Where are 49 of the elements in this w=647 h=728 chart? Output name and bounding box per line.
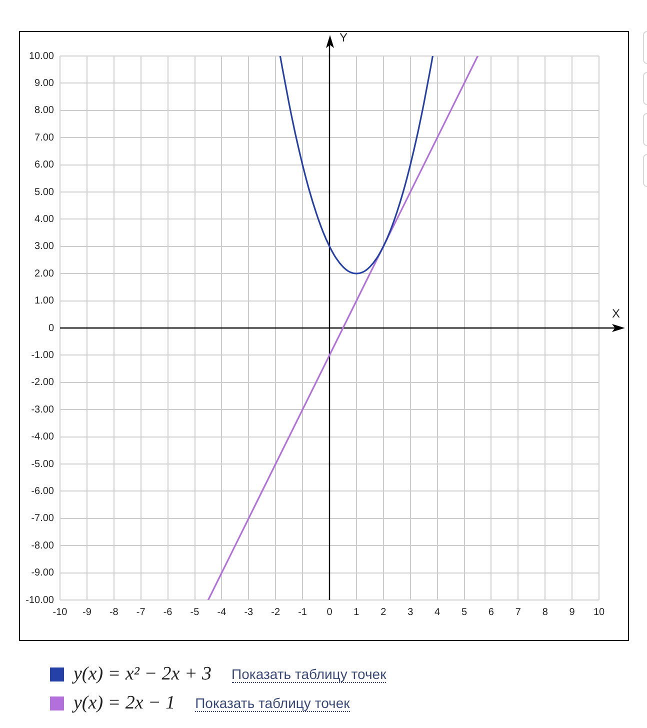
y-tick-label: 1.00 <box>34 296 54 307</box>
x-tick-label: -7 <box>136 606 146 618</box>
x-tick-label: 1 <box>354 606 360 618</box>
text: Показать таблицу точек <box>195 694 350 712</box>
y-tick-label: -10.00 <box>26 594 54 606</box>
x-tick-label: 6 <box>488 606 494 618</box>
legend-label: y(x) = 2x − 1 <box>72 692 176 714</box>
x-tick-label: -2 <box>271 606 280 618</box>
y-tick-label: -1.00 <box>31 350 54 361</box>
y-tick-label: 3.00 <box>34 241 54 252</box>
y-tick-label: 6.00 <box>34 160 54 171</box>
x-tick-label: 10 <box>593 606 605 618</box>
x-tick-label: 5 <box>461 606 468 618</box>
y-tick-label: 5.00 <box>34 186 54 198</box>
legend-label: y(x) = x² − 2x + 3 <box>72 664 212 684</box>
y-tick-label: -9.00 <box>31 568 54 579</box>
text: Показать таблицу точек <box>232 666 386 682</box>
y-tick-label: 0 <box>48 322 54 334</box>
y-tick-label: 8.00 <box>34 105 54 116</box>
x-tick-label: -3 <box>244 606 254 618</box>
y-tick-label: -4.00 <box>31 432 54 443</box>
x-tick-label: -9 <box>82 606 92 618</box>
y-axis-title: Y <box>340 30 348 44</box>
x-tick-label: -10 <box>52 606 68 618</box>
y-tick-label: 2.00 <box>34 268 54 280</box>
y-tick-label: 9.00 <box>34 78 54 89</box>
y-tick-label: -5.00 <box>31 458 54 470</box>
x-tick-label: 8 <box>542 606 548 618</box>
x-tick-label: 7 <box>515 606 522 618</box>
x-tick-label: 0 <box>326 606 333 618</box>
line-series <box>279 56 434 274</box>
x-tick-label: -6 <box>163 606 173 618</box>
x-axis-title: X <box>612 306 620 320</box>
x-tick-label: 4 <box>434 606 441 618</box>
y-tick-label: -7.00 <box>31 513 54 524</box>
y-tick-label: 10.00 <box>28 50 54 62</box>
y-tick-label: 7.00 <box>34 132 54 144</box>
x-tick-label: -1 <box>298 606 308 618</box>
y-tick-label: -3.00 <box>31 404 54 416</box>
x-tick-label: 9 <box>569 606 576 618</box>
y-tick-label: 4.00 <box>34 214 54 225</box>
x-tick-label: -8 <box>109 606 119 618</box>
y-tick-label: -2.00 <box>31 377 54 388</box>
y-tick-label: -8.00 <box>31 540 54 552</box>
x-tick-label: -4 <box>217 606 227 618</box>
x-tick-label: -5 <box>190 606 200 618</box>
y-tick-label: -6.00 <box>31 486 54 497</box>
x-tick-label: 3 <box>408 606 414 618</box>
x-tick-label: 2 <box>380 606 387 618</box>
